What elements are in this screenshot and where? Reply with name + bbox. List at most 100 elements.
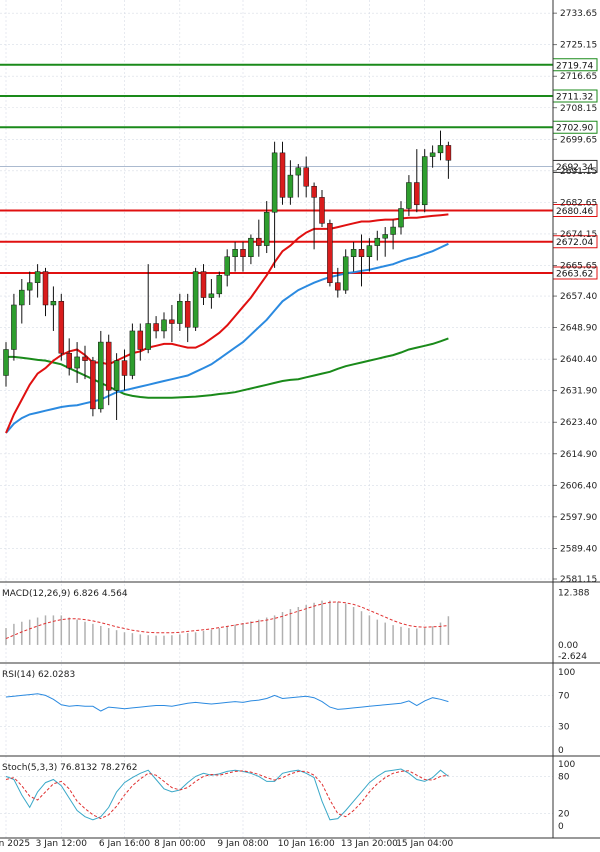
- candle-up: [271, 152, 278, 213]
- ma-blue-line: [5, 242, 449, 434]
- candle-up: [161, 319, 167, 332]
- candle-up: [398, 208, 404, 228]
- rsi-tick-label: 30: [558, 723, 570, 733]
- macd-panel: [5, 600, 450, 645]
- candle-up: [232, 249, 238, 257]
- time-tick-label: 13 Jan 20:00: [341, 839, 398, 849]
- price-tick-label: 2640.40: [560, 355, 597, 365]
- candle-up: [390, 226, 396, 235]
- rsi-label: RSI(14) 62.0283: [2, 670, 75, 680]
- candle-down: [58, 301, 65, 354]
- candle-down: [105, 341, 112, 391]
- rsi-tick-label: 70: [558, 691, 570, 701]
- price-tick-label: 2725.15: [560, 41, 597, 51]
- time-tick-label: 2 Jan 2025: [0, 839, 30, 849]
- stoch-tick-label: 20: [558, 810, 570, 820]
- resistance-level-label: 2719.74: [556, 61, 593, 71]
- stoch-label: Stoch(5,3,3) 76.8132 78.2762: [2, 763, 137, 773]
- candle-down: [335, 282, 341, 291]
- candle-up: [216, 275, 223, 295]
- resistance-level-label: 2711.32: [556, 92, 593, 102]
- candle-up: [177, 301, 183, 324]
- price-tick-label: 2648.90: [560, 324, 597, 334]
- time-tick-label: 15 Jan 04:00: [396, 839, 453, 849]
- ma-red-line: [5, 213, 449, 434]
- support-level-label: 2663.62: [556, 269, 593, 279]
- candle-up: [98, 341, 104, 410]
- candle-up: [350, 249, 357, 257]
- price-tick-label: 2733.65: [560, 9, 597, 19]
- candle-down: [66, 352, 72, 369]
- price-tick-label: 2614.90: [560, 450, 597, 460]
- candle-up: [192, 271, 199, 328]
- candle-up: [26, 282, 33, 291]
- price-panel: 2719.74 2711.32 2702.90 2680.46 2672.04 2663.…: [0, 58, 598, 434]
- candle-down: [169, 319, 175, 324]
- candle-down: [311, 185, 317, 198]
- price-tick-label: 2699.65: [560, 135, 597, 145]
- candle-down: [121, 360, 128, 376]
- time-tick-label: 6 Jan 16:00: [99, 839, 151, 849]
- candle-up: [34, 271, 41, 283]
- price-tick-label: 2606.40: [560, 481, 597, 491]
- time-tick-label: 3 Jan 12:00: [36, 839, 88, 849]
- candle-down: [137, 330, 144, 350]
- candle-down: [42, 271, 49, 306]
- support-level-label: 2672.04: [556, 238, 593, 248]
- candle-up: [145, 323, 151, 350]
- time-tick-label: 10 Jan 16:00: [278, 839, 335, 849]
- candle-up: [342, 256, 349, 291]
- candle-up: [374, 237, 381, 246]
- macd-signal-line: [5, 601, 449, 640]
- candle-up: [74, 356, 80, 369]
- candle-up: [382, 234, 388, 239]
- rsi-tick-label: 0: [558, 746, 564, 756]
- candle-down: [327, 223, 333, 283]
- candle-up: [406, 182, 412, 209]
- candle-up: [11, 304, 17, 350]
- candle-up: [437, 145, 444, 154]
- price-tick-label: 2665.65: [560, 261, 597, 271]
- price-tick-label: 2682.65: [560, 198, 597, 208]
- macd-label: MACD(12,26,9) 6.826 4.564: [2, 589, 128, 599]
- candle-down: [240, 249, 246, 257]
- candle-down: [303, 167, 309, 187]
- price-tick-label: 2691.15: [560, 167, 597, 177]
- candle-down: [184, 301, 191, 328]
- macd-tick-label: 12.388: [558, 589, 590, 599]
- candle-up: [366, 245, 373, 257]
- price-tick-label: 2597.90: [560, 513, 597, 523]
- stoch-d-line: [5, 770, 449, 820]
- price-tick-label: 2589.40: [560, 544, 597, 554]
- price-tick-label: 2674.15: [560, 230, 597, 240]
- price-tick-label: 2708.15: [560, 104, 597, 114]
- candle-up: [287, 174, 294, 198]
- resistance-level-label: 2702.90: [556, 124, 593, 134]
- current-price-label: 2692.34: [556, 163, 593, 173]
- candle-down: [256, 237, 262, 246]
- stoch-panel: [0, 768, 553, 821]
- candle-down: [445, 145, 452, 161]
- candle-down: [414, 182, 420, 206]
- candle-up: [295, 167, 302, 176]
- stoch-tick-label: 0: [558, 822, 564, 832]
- candle-up: [208, 293, 215, 298]
- price-tick-label: 2581.15: [560, 575, 597, 585]
- macd-tick-label: -2.624: [558, 652, 587, 662]
- support-level-label: 2680.46: [556, 207, 593, 217]
- candle-down: [279, 152, 286, 198]
- rsi-panel: [0, 693, 553, 727]
- candle-up: [248, 237, 254, 257]
- price-tick-label: 2716.65: [560, 72, 597, 82]
- candle-down: [200, 271, 207, 298]
- grid-lines: [0, 0, 553, 838]
- candle-down: [358, 249, 365, 257]
- candle-down: [82, 356, 88, 361]
- candle-up: [3, 349, 9, 376]
- ma-green-line: [6, 337, 449, 399]
- stoch-tick-label: 80: [558, 772, 570, 782]
- candle-up: [421, 156, 428, 206]
- price-tick-label: 2657.40: [560, 292, 597, 302]
- candle-down: [319, 197, 325, 224]
